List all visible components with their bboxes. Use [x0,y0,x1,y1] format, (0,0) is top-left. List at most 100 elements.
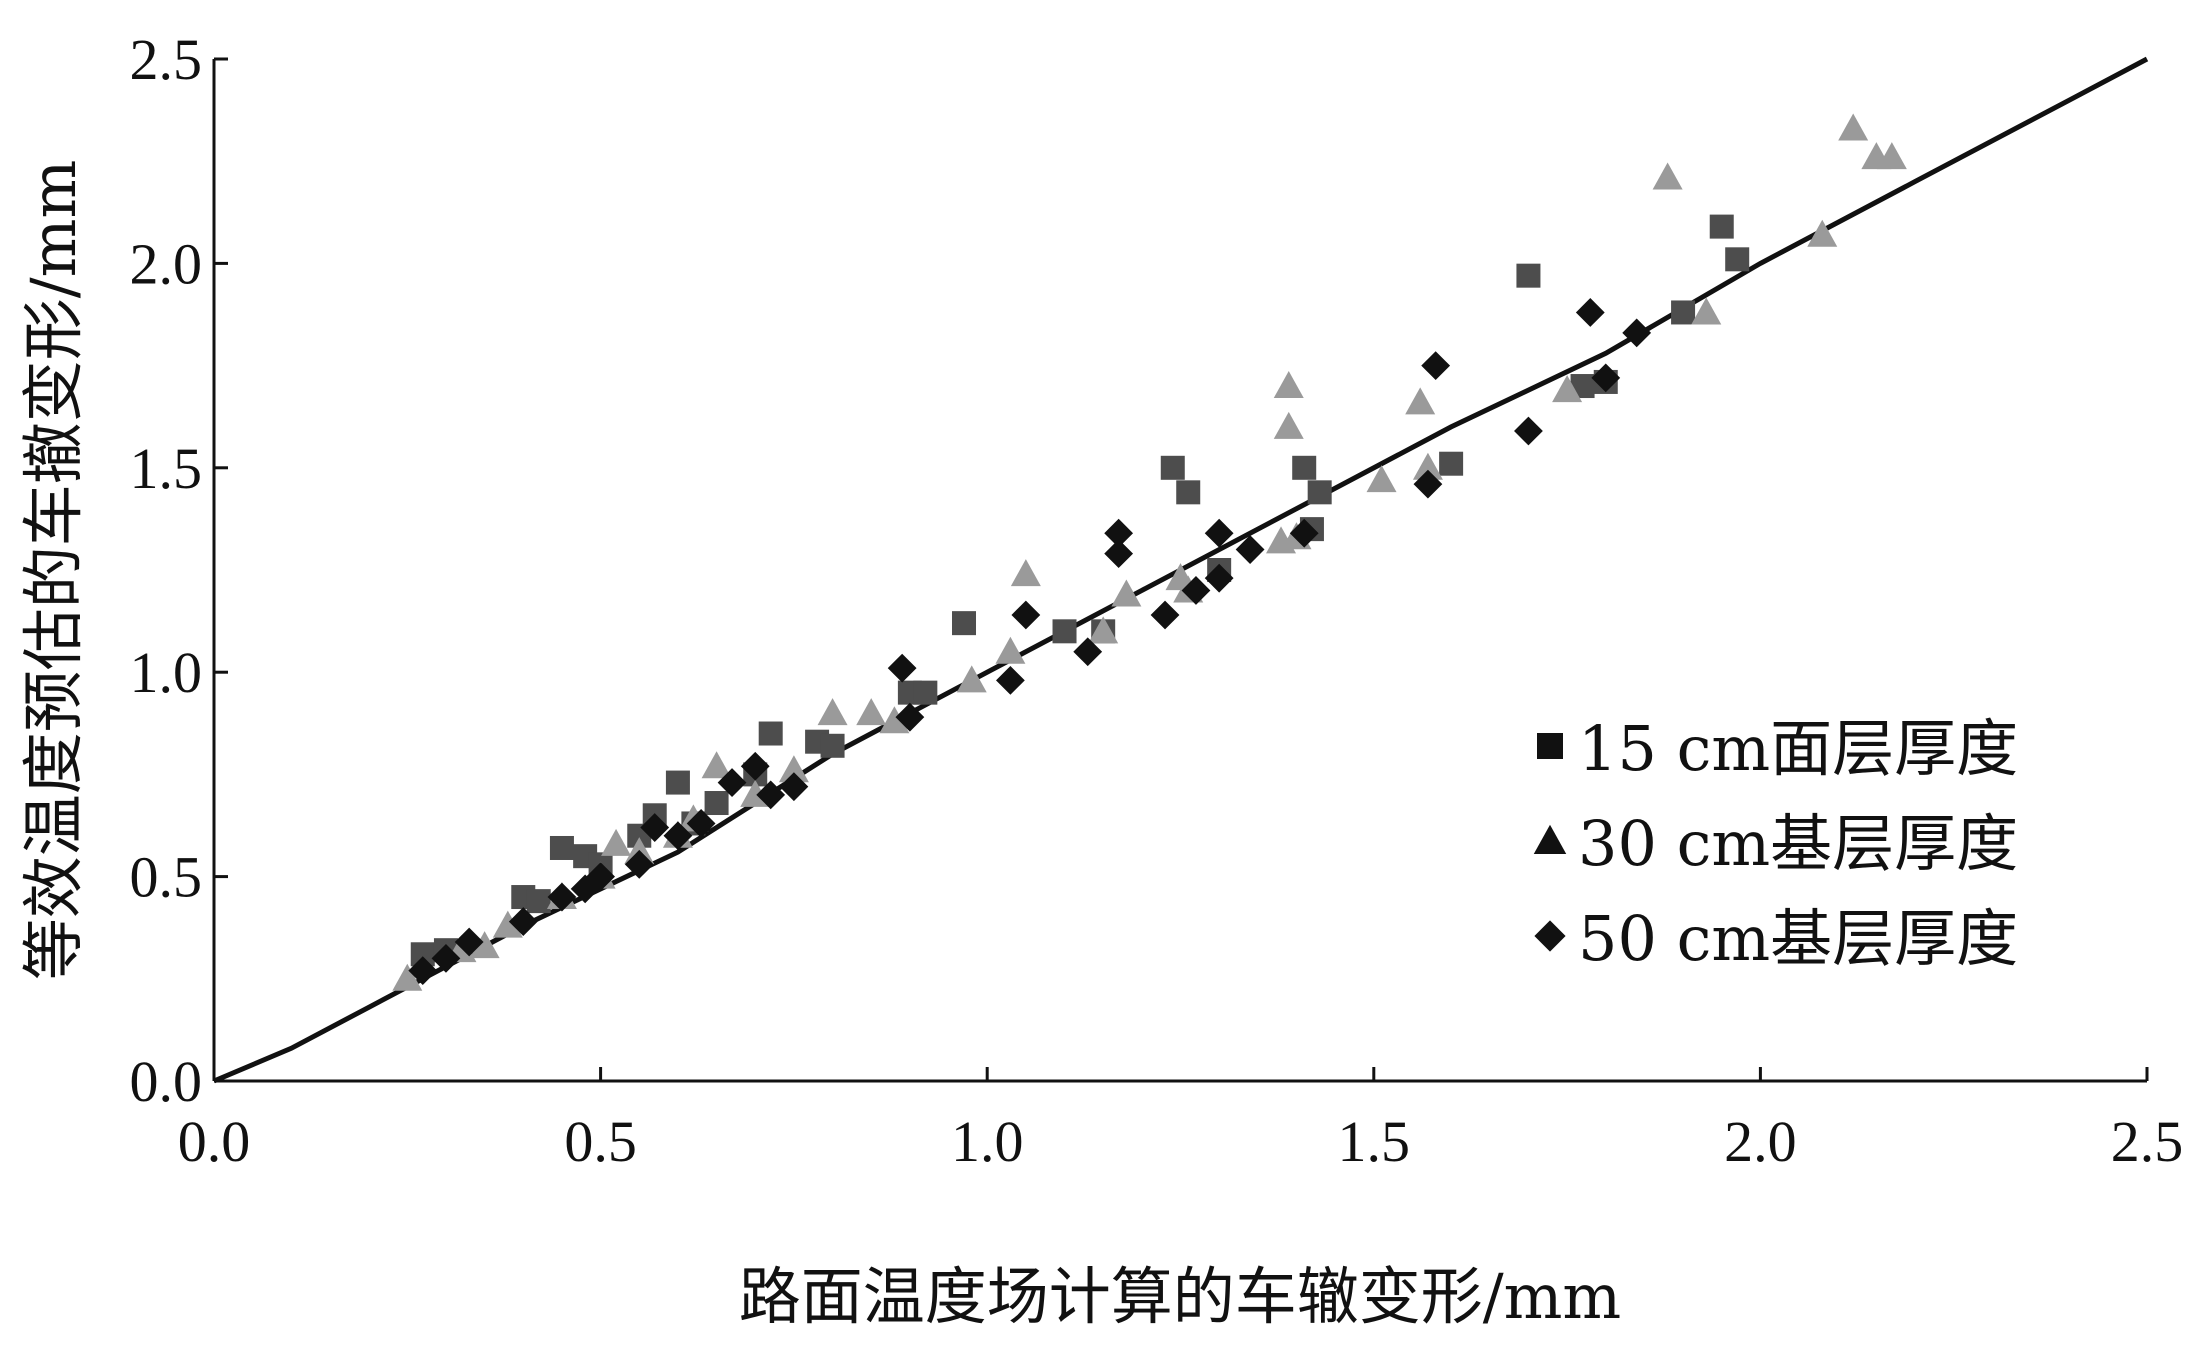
data-point-square [952,611,977,636]
data-point-triangle [1405,387,1436,415]
data-point-square [1725,247,1750,272]
data-point-triangle [1088,616,1119,644]
data-point-square [1052,619,1077,644]
data-point-diamond [1150,600,1180,630]
data-point-diamond [887,653,917,683]
y-tick-label: 2.0 [130,231,203,296]
data-point-triangle [778,755,809,783]
data-point-square [1307,480,1332,505]
data-point-diamond [1204,563,1234,593]
data-point-diamond [779,772,809,802]
data-point-diamond [1204,518,1234,548]
data-point-triangle [1366,465,1397,493]
data-point-diamond [1514,416,1543,446]
data-point-diamond [586,862,615,891]
data-point-square [1176,480,1201,505]
legend-label: 15 cm面层厚度 [1578,712,2018,785]
data-points [392,113,1907,991]
data-point-triangle [701,751,732,779]
data-point-diamond [547,882,577,912]
data-point-diamond [663,821,693,851]
data-point-diamond [717,768,747,797]
legend-square-icon [1537,733,1563,759]
data-point-triangle [1273,371,1304,399]
data-point-diamond [1073,637,1103,667]
data-point-diamond [640,813,670,842]
data-point-triangle [817,698,848,726]
x-tick-label: 2.5 [2111,1109,2184,1174]
x-tick-label: 1.5 [1338,1109,1411,1174]
data-point-triangle [1111,579,1142,607]
data-point-square [758,721,783,746]
data-point-diamond [454,927,484,957]
data-point-diamond [1104,518,1134,548]
data-point-diamond [1235,535,1265,564]
y-tick-label: 1.5 [130,436,203,501]
data-point-diamond [1591,363,1621,393]
data-point-square [549,835,574,860]
data-point-diamond [1104,539,1134,569]
data-point-triangle [1412,452,1443,480]
data-point-square [526,889,551,914]
y-tick-label: 0.5 [130,845,203,910]
data-point-triangle [469,931,500,959]
data-point-diamond [1622,318,1652,348]
data-point-square [820,733,845,758]
data-point-triangle [601,828,632,856]
data-point-square [704,791,729,816]
data-point-diamond [756,780,786,810]
data-point-diamond [686,809,716,838]
legend-diamond-icon [1534,920,1566,952]
data-point-square [1516,263,1541,288]
data-point-diamond [508,907,538,936]
data-point-diamond [431,943,461,973]
x-tick-label: 0.0 [178,1109,251,1174]
data-point-diamond [1421,351,1451,380]
data-point-triangle [995,636,1026,664]
data-point-diamond [1011,600,1041,630]
data-point-triangle [1807,219,1838,247]
data-point-square [1292,455,1317,480]
data-point-square [1671,300,1696,325]
y-axis-title: 等效温度预估的车撤变形/mm [17,160,90,980]
data-point-square [913,680,938,705]
axes [212,59,2147,1083]
y-tick-label: 2.5 [130,27,203,92]
data-point-triangle [856,698,887,726]
legend-label: 30 cm基层厚度 [1578,807,2018,880]
data-point-diamond [1413,469,1443,499]
tick-labels: 0.0 0.5 1.0 1.5 2.0 2.5 0.0 0.5 1.0 1.5 2.0 2.5 [130,27,2184,1174]
data-point-square [665,770,690,795]
data-point-triangle [1652,162,1683,190]
data-point-triangle [1010,559,1041,587]
legend: 15 cm面层厚度 30 cm基层厚度 50 cm基层厚度 [1533,712,2018,975]
x-tick-label: 1.0 [951,1109,1024,1174]
data-point-square [1160,455,1185,480]
data-point-triangle [1876,142,1907,170]
data-point-triangle [1552,375,1583,403]
data-point-diamond [624,849,654,879]
data-point-diamond [995,665,1025,695]
ticks [212,57,2149,1083]
data-point-triangle [492,910,523,938]
data-point-triangle [956,665,987,693]
data-point-triangle [392,963,423,991]
data-point-triangle [1273,411,1304,439]
legend-triangle-icon [1533,824,1567,854]
y-tick-label: 1.0 [130,640,203,705]
x-tick-label: 0.5 [564,1109,637,1174]
data-point-diamond [1575,298,1605,327]
data-point-square [1709,214,1734,239]
data-point-triangle [879,706,910,734]
legend-label: 50 cm基层厚度 [1578,902,2018,975]
data-point-diamond [408,956,438,986]
data-point-diamond [895,702,925,732]
y-tick-label: 0.0 [130,1049,203,1114]
data-point-triangle [1838,113,1869,141]
x-axis-title: 路面温度场计算的车辙变形/mm [739,1260,1621,1333]
data-point-diamond [1289,518,1319,548]
data-point-diamond [740,751,770,781]
data-point-diamond [1181,576,1211,605]
data-point-square [1439,451,1464,476]
